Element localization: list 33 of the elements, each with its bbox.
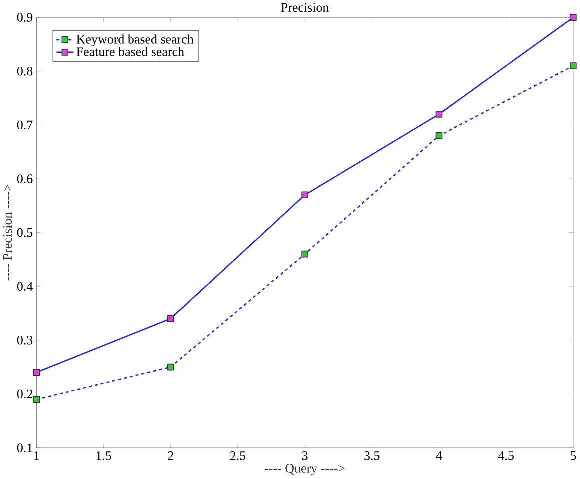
x-tick-label: 2.5 (230, 452, 246, 460)
y-tick-label: 0.4 (17, 282, 33, 292)
point (33, 369, 40, 376)
point (302, 192, 308, 199)
chart-title: Precision (281, 3, 330, 12)
y-tick-label: 0.1 (17, 444, 32, 452)
y-tick-label: 0.8 (17, 67, 33, 76)
point (436, 132, 443, 140)
legend-label: Feature based search (76, 47, 184, 56)
y-tick-label: 0.5 (17, 228, 33, 238)
y-tick-label: 0.3 (17, 336, 33, 345)
x-tick-label: 4.5 (498, 452, 514, 460)
legend-label: Keyword based search (76, 34, 194, 47)
x-tick-label: 3.5 (364, 452, 380, 460)
x-tick-label: 5 (570, 452, 576, 460)
point (570, 62, 577, 70)
y-tick-label: 0.2 (17, 390, 32, 399)
x-tick-label: 2 (168, 452, 174, 460)
y-tick-label: 0.7 (17, 120, 33, 130)
y-tick-label: 0.6 (17, 174, 33, 184)
x-tick-label: 4 (436, 452, 442, 460)
point (302, 250, 308, 258)
x-tick-label: 3 (302, 452, 308, 460)
y-tick-label: 0.9 (17, 13, 33, 22)
point (436, 111, 443, 118)
x-tick-label: 1 (34, 452, 40, 460)
point (570, 14, 577, 22)
x-tick-label: 1.5 (96, 452, 112, 460)
x-axis-title: ---- Query ----> (265, 464, 345, 476)
point (167, 364, 174, 371)
point (167, 316, 174, 322)
y-axis-title: ---- Precision ----> (3, 185, 12, 281)
point (33, 396, 40, 404)
